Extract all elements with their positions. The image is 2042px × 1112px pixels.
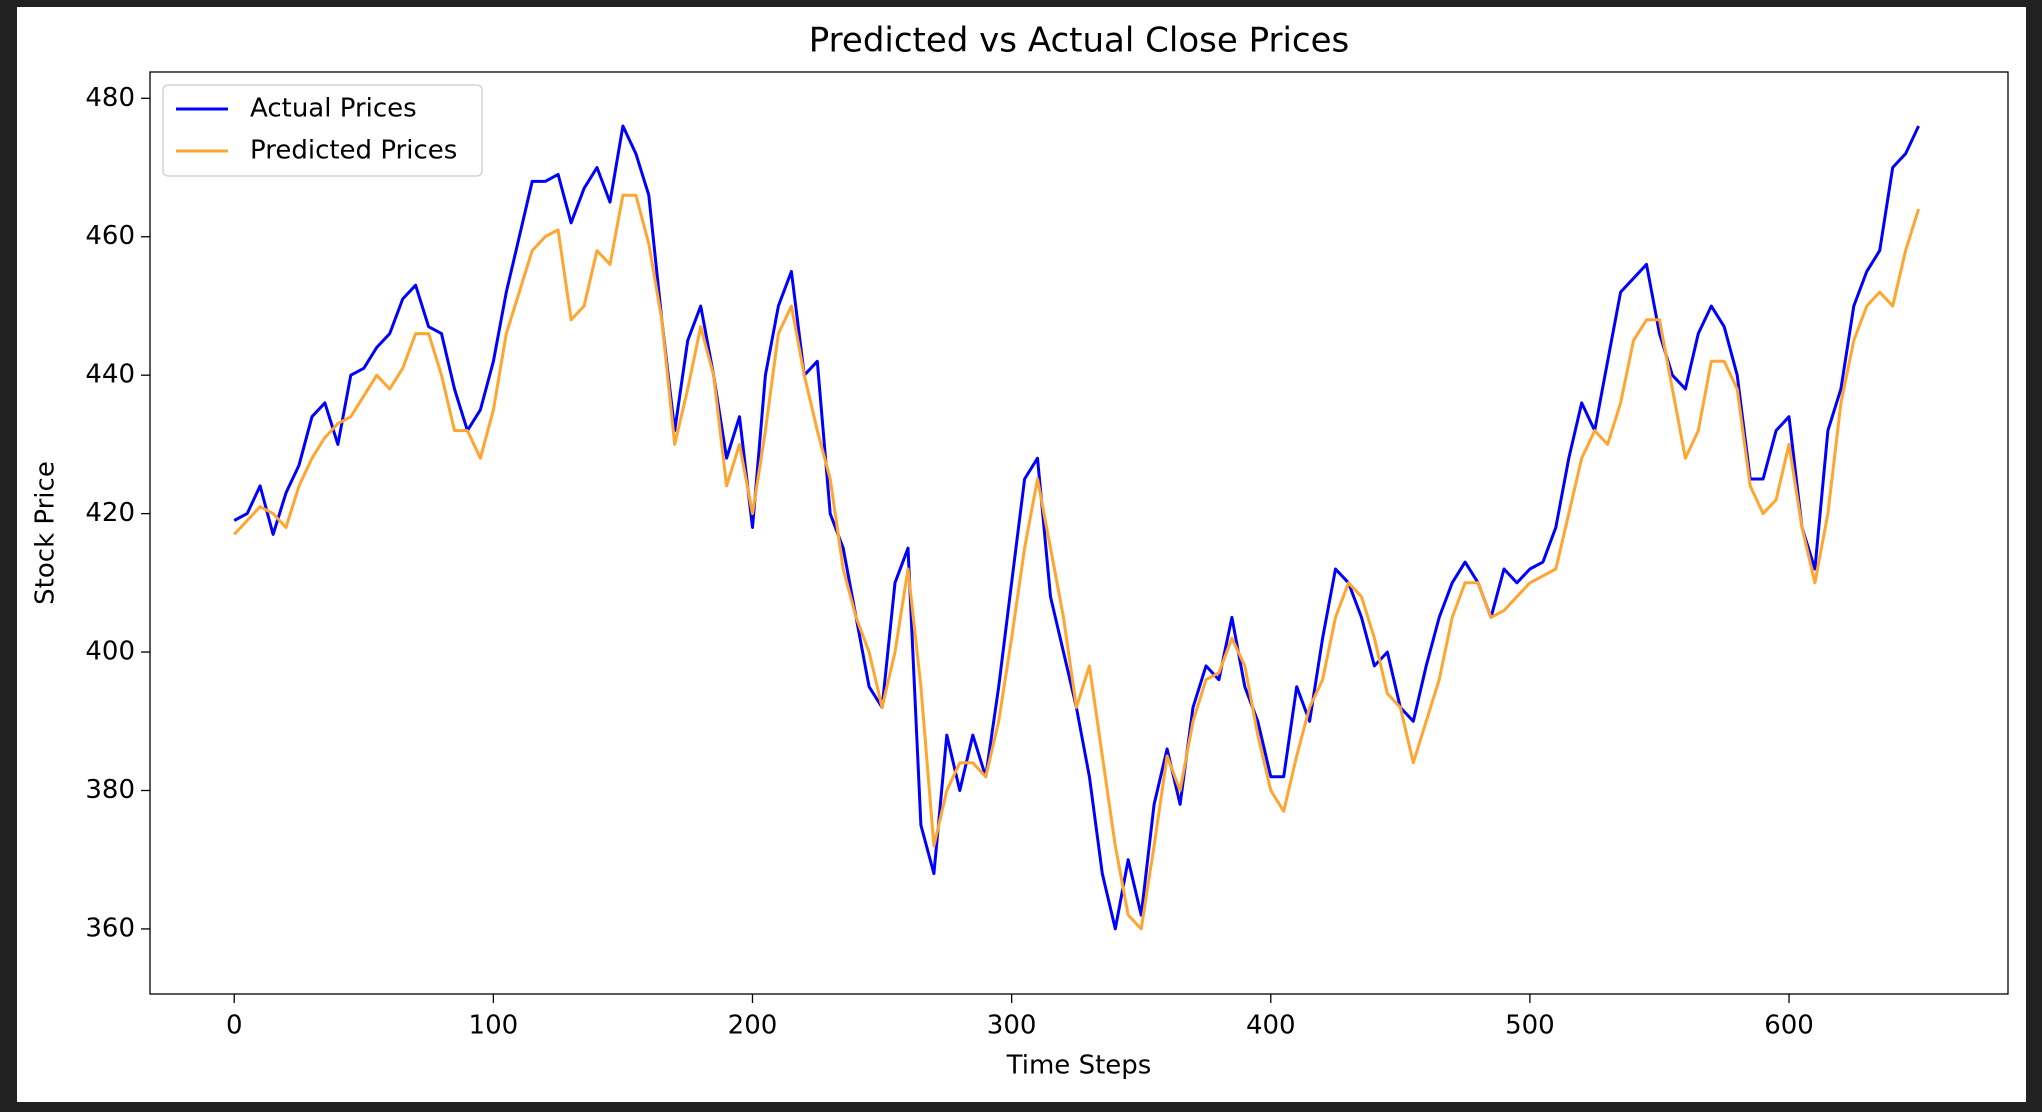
x-tick-label: 500: [1505, 1011, 1555, 1041]
y-tick-label: 420: [85, 498, 135, 528]
x-tick-label: 100: [469, 1011, 519, 1041]
x-tick-label: 600: [1764, 1011, 1814, 1041]
legend-label: Actual Prices: [250, 94, 417, 124]
y-tick-label: 360: [85, 913, 135, 943]
legend-box: [162, 84, 483, 177]
y-axis-label: Stock Price: [31, 461, 61, 605]
x-axis-label: Time Steps: [1006, 1051, 1152, 1081]
y-tick-label: 480: [85, 83, 135, 113]
chart-title: Predicted vs Actual Close Prices: [809, 21, 1349, 61]
y-tick-label: 440: [85, 360, 135, 390]
x-tick-label: 300: [987, 1011, 1037, 1041]
x-tick-label: 200: [728, 1011, 778, 1041]
plot-frame: [149, 71, 2009, 995]
legend-label: Predicted Prices: [250, 136, 457, 166]
figure: [17, 7, 2026, 1102]
series-line: [233, 193, 1921, 931]
y-tick-label: 380: [85, 775, 135, 805]
x-tick-label: 400: [1246, 1011, 1296, 1041]
y-tick-label: 400: [85, 637, 135, 667]
y-tick-label: 460: [85, 221, 135, 251]
x-tick-label: 0: [226, 1011, 243, 1041]
